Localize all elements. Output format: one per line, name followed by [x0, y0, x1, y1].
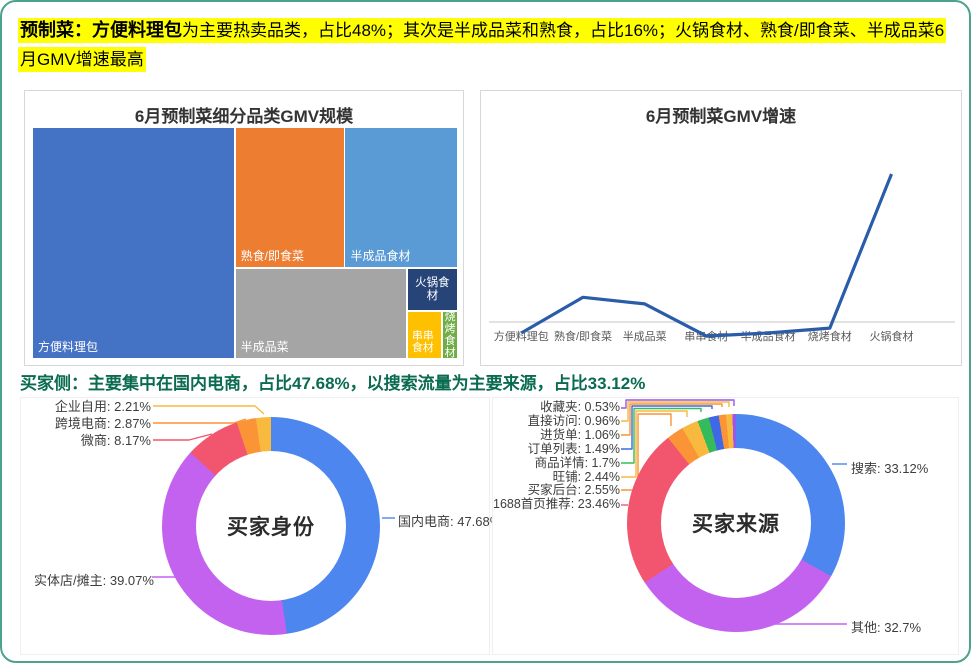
slice-label: 直接访问: 0.96% — [527, 413, 620, 428]
buyer-identity-small-labels: 企业自用: 2.21% 跨境电商: 2.87% 微商: 8.17% — [21, 398, 151, 449]
slice-label: 搜索: 33.12% — [851, 461, 929, 476]
treemap-block[interactable]: 烧烤食材 — [442, 312, 457, 358]
treemap: 方便料理包 熟食/即食菜 半成品食材半成品菜 火锅食材串串食材 烧烤食材 — [33, 128, 457, 358]
slice-label: 订单列表: 1.49% — [527, 441, 620, 456]
x-axis-label: 半成品菜 — [623, 329, 667, 343]
slice-label: 跨境电商: 2.87% — [54, 416, 151, 431]
x-axis-label: 烧烤食材 — [808, 329, 852, 343]
x-axis-label: 熟食/即食菜 — [554, 329, 612, 343]
treemap-block-label: 半成品菜 — [240, 339, 289, 354]
slice-label: 国内电商: 47.68% — [398, 514, 502, 529]
headline-lead: 预制菜：方便料理包 — [20, 20, 182, 40]
treemap-block[interactable]: 熟食/即食菜 — [235, 128, 344, 268]
treemap-block-label: 熟食/即食菜 — [240, 249, 305, 264]
headline: 预制菜：方便料理包为主要热卖品类，占比48%；其次是半成品菜和熟食，占比16%；… — [18, 16, 960, 74]
treemap-panel: 6月预制菜细分品类GMV规模 方便料理包 熟食/即食菜 半成品食材半成品菜 火锅食材串… — [24, 90, 464, 366]
treemap-title: 6月预制菜细分品类GMV规模 — [134, 107, 354, 126]
leader-line — [153, 405, 265, 415]
buyer-headline: 买家侧：主要集中在国内电商，占比47.68%，以搜索流量为主要来源，占比33.1… — [20, 374, 646, 393]
buyer-identity-panel: 买家身份 企业自用: 2.21% 跨境电商: 2.87% 微商: 8.17% 实… — [20, 397, 501, 655]
buyer-source-donut[interactable]: 买家来源 — [627, 414, 845, 632]
buyer-source-panel: 买家来源 收藏夹: 0.53% 直接访问: 0.96% 进货单: 1.06% 订… — [492, 397, 959, 655]
treemap-block[interactable]: 串串食材 — [407, 312, 441, 358]
x-axis-label: 方便料理包 — [494, 329, 549, 343]
slice-label: 买家后台: 2.55% — [527, 483, 620, 498]
treemap-block[interactable]: 火锅食材 — [407, 269, 457, 311]
slice-label: 收藏夹: 0.53% — [540, 400, 620, 414]
headline-rest: 为主要热卖品类，占比48%；其次是半成品菜和熟食，占比16%；火锅食材、熟食/即… — [20, 21, 945, 69]
gmv-growth-line-chart[interactable]: 方便料理包 熟食/即食菜 半成品菜 串串食材 半成品食材 烧烤食材 火锅食材 — [481, 131, 963, 367]
x-axis-label: 火锅食材 — [870, 329, 914, 343]
donut-center: 买家来源 — [661, 448, 811, 598]
slice-label: 企业自用: 2.21% — [54, 399, 151, 414]
slice-label: 微商: 8.17% — [80, 433, 151, 448]
treemap-block-label: 火锅食材 — [415, 276, 450, 302]
gmv-growth-series-line — [520, 173, 893, 338]
slice-label: 商品详情: 1.7% — [534, 455, 620, 470]
treemap-block[interactable]: 半成品菜 — [235, 269, 406, 358]
leader-line — [153, 418, 247, 424]
buyer-source-small-labels: 收藏夹: 0.53% 直接访问: 0.96% 进货单: 1.06% 订单列表: … — [493, 400, 621, 512]
donut-center-title: 买家来源 — [692, 513, 780, 536]
donut-center: 买家身份 — [196, 451, 346, 601]
treemap-block[interactable]: 半成品食材 — [345, 128, 457, 268]
treemap-block-label: 方便料理包 — [38, 340, 99, 354]
slice-label: 旺铺: 2.44% — [552, 469, 620, 484]
treemap-block-label: 烧烤食材 — [444, 312, 456, 358]
treemap-block[interactable]: 方便料理包 — [33, 128, 234, 358]
slice-label: 其他: 32.7% — [851, 620, 922, 635]
slice-label: 实体店/摊主: 39.07% — [34, 573, 154, 588]
donut-center-title: 买家身份 — [227, 516, 315, 539]
line-chart-panel: 6月预制菜GMV增速 方便料理包 熟食/即食菜 半成品菜 串串食材 半成品食材 烧烤食材火… — [480, 90, 962, 366]
buyer-identity-donut[interactable]: 买家身份 — [162, 417, 380, 635]
line-chart-title: 6月预制菜GMV增速 — [645, 107, 797, 126]
treemap-block-label: 串串食材 — [411, 329, 434, 355]
headline-highlight: 预制菜：方便料理包为主要热卖品类，占比48%；其次是半成品菜和熟食，占比16%；… — [18, 18, 947, 72]
slice-label: 1688首页推荐: 23.46% — [493, 497, 621, 512]
treemap-block-label: 半成品食材 — [350, 249, 411, 264]
leader-line — [621, 399, 735, 409]
slice-label: 进货单: 1.06% — [540, 427, 620, 442]
